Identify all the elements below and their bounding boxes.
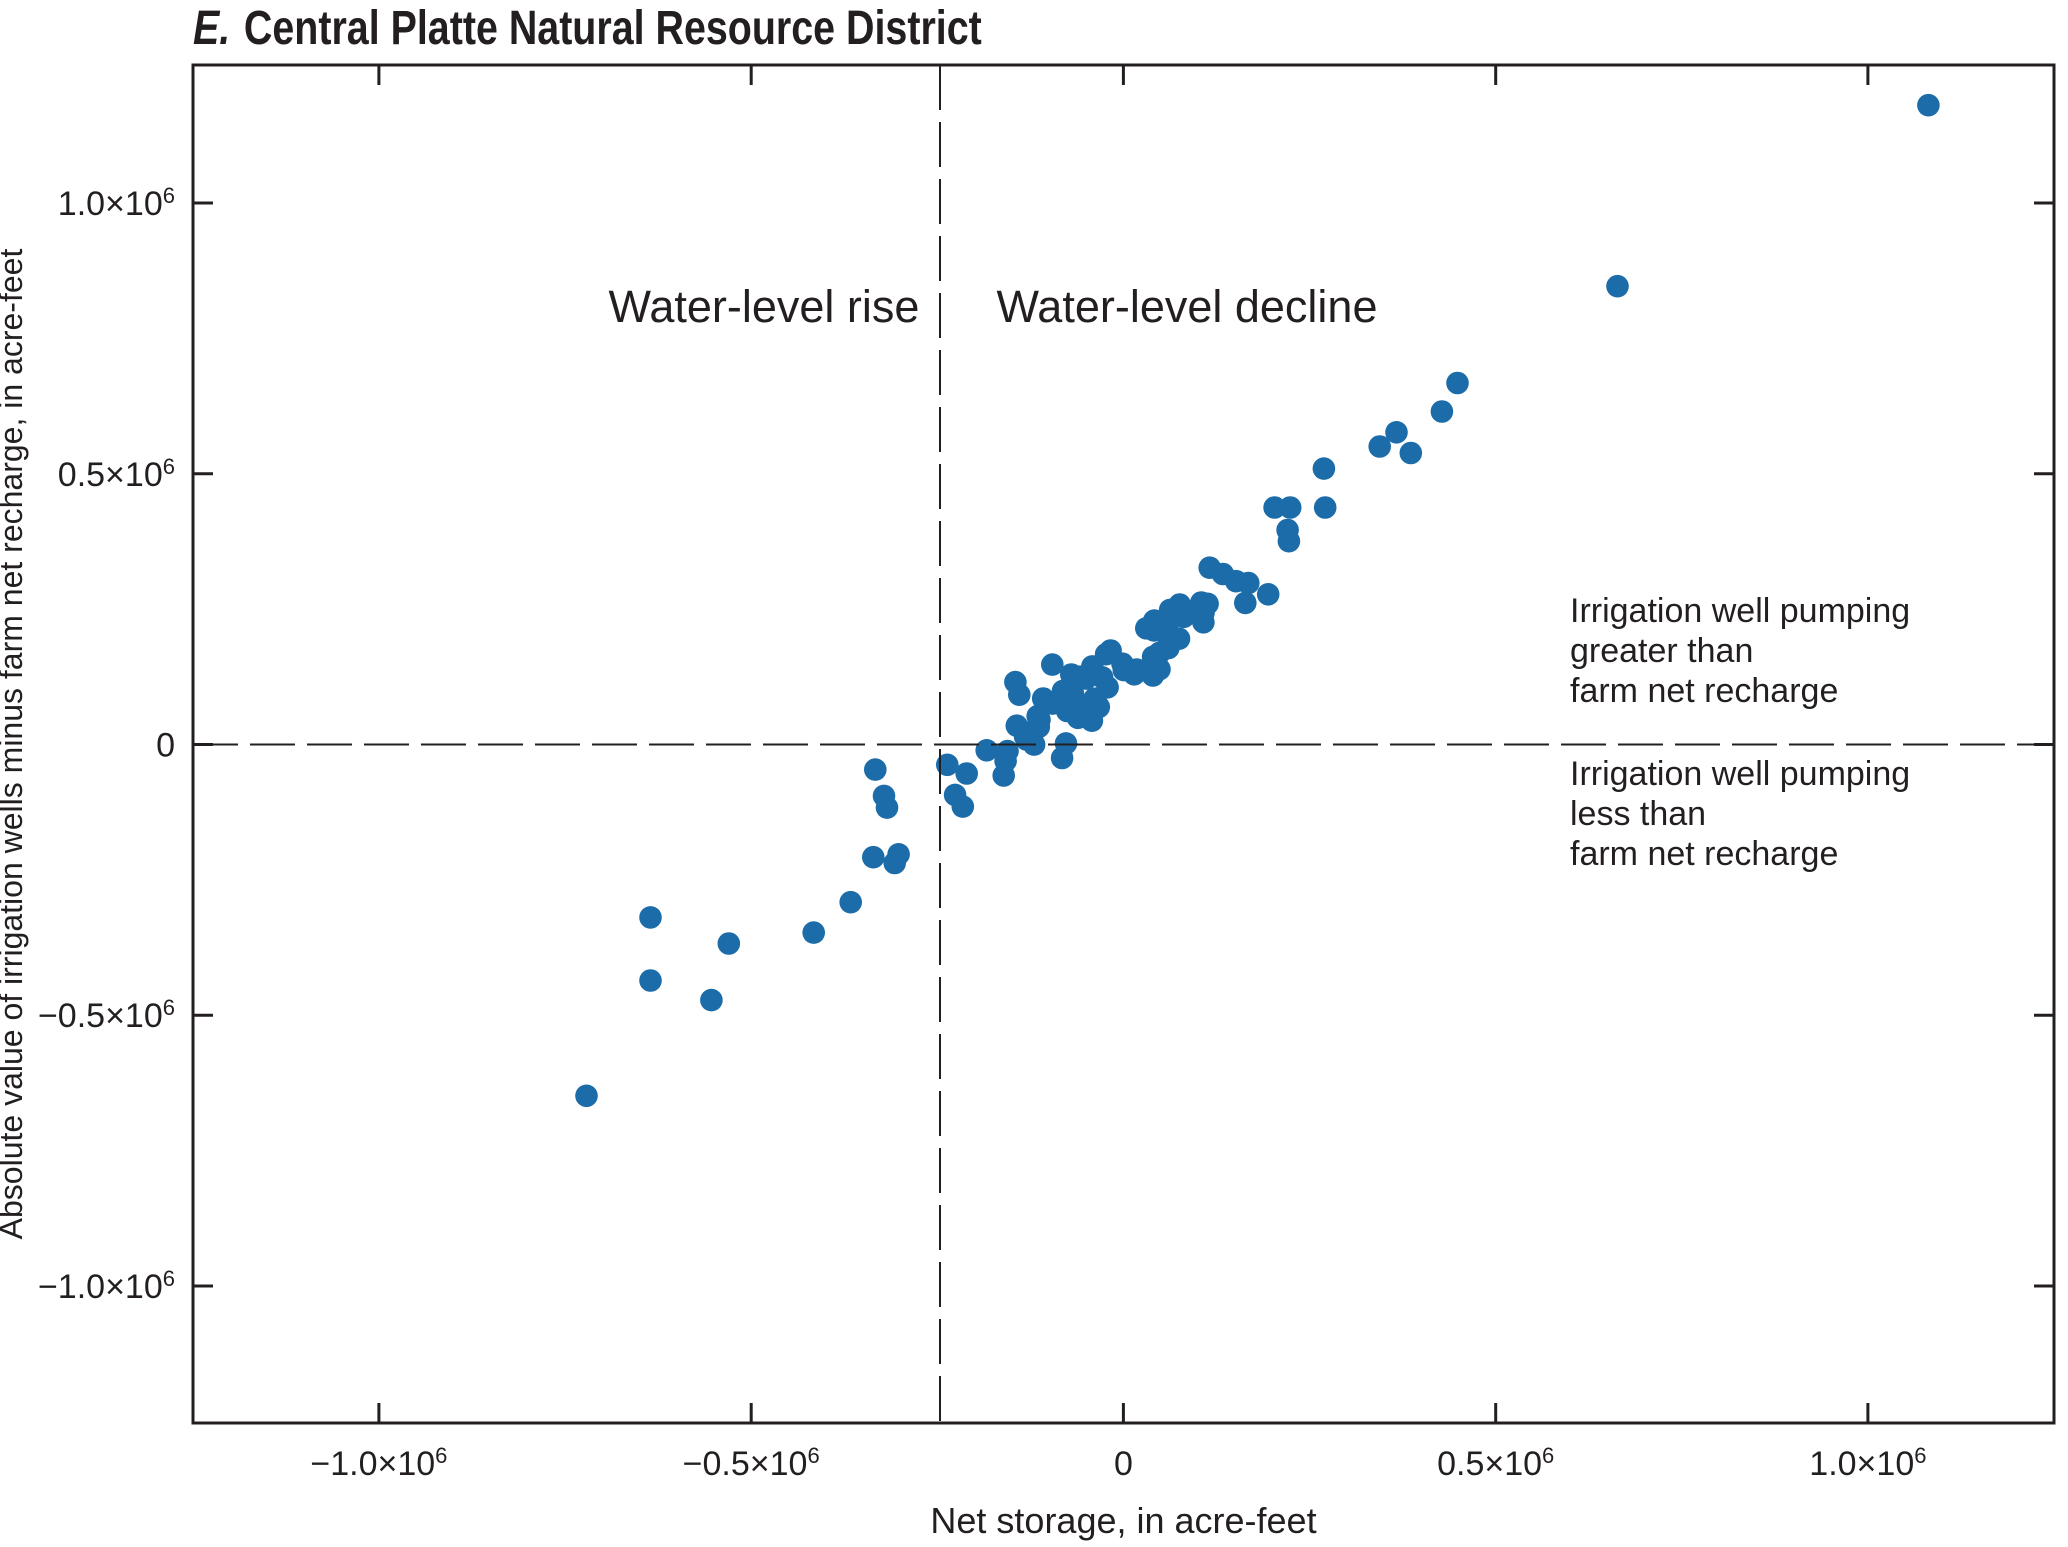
svg-text:Absolute value of irrigation w: Absolute value of irrigation wells minus…: [0, 249, 29, 1240]
svg-text:−0.5×106: −0.5×106: [38, 995, 175, 1035]
svg-text:0.5×106: 0.5×106: [1437, 1443, 1554, 1483]
svg-text:Net storage, in acre-feet: Net storage, in acre-feet: [930, 1500, 1316, 1541]
svg-text:−0.5×106: −0.5×106: [683, 1443, 820, 1483]
svg-text:−1.0×106: −1.0×106: [310, 1443, 447, 1483]
svg-text:Water-level decline: Water-level decline: [997, 281, 1378, 332]
svg-text:Water-level rise: Water-level rise: [609, 281, 920, 332]
svg-text:1.0×106: 1.0×106: [1809, 1443, 1926, 1483]
svg-text:E.: E.: [193, 1, 230, 55]
svg-text:−1.0×106: −1.0×106: [38, 1266, 175, 1306]
svg-text:1.0×106: 1.0×106: [58, 183, 175, 223]
svg-text:Central Platte Natural Resourc: Central Platte Natural Resource District: [244, 1, 982, 55]
svg-text:0.5×106: 0.5×106: [58, 454, 175, 494]
svg-text:0: 0: [1114, 1445, 1133, 1483]
svg-text:0: 0: [156, 727, 175, 765]
